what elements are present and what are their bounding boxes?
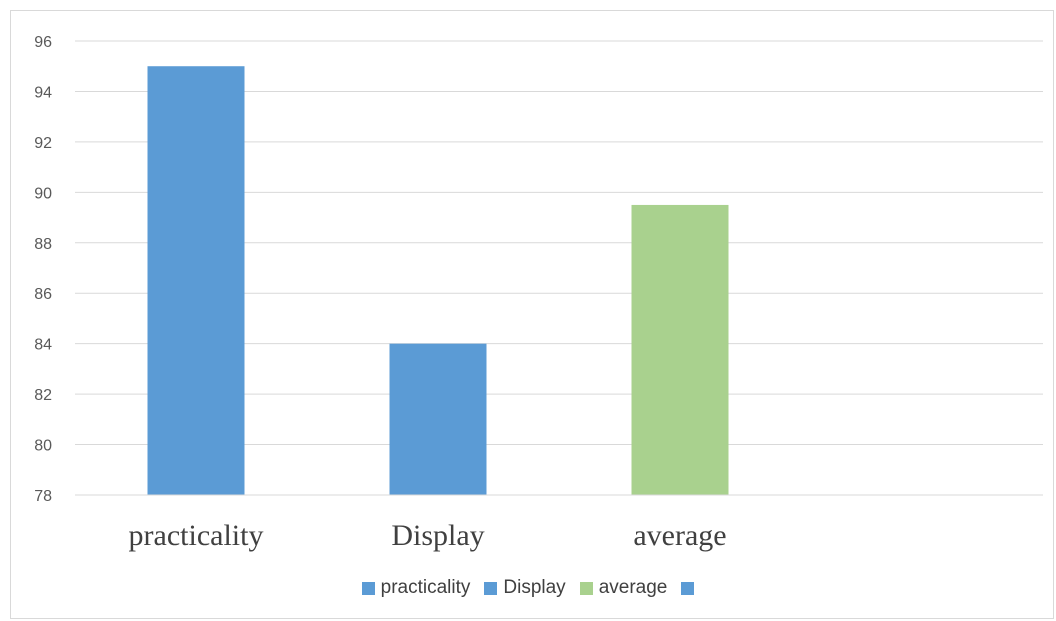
x-category-label: average [633,519,726,552]
y-tick-label: 80 [34,438,52,455]
x-category-label: practicality [129,519,264,552]
x-axis-category-labels: practicality Display average [129,519,727,552]
y-axis-tick-labels: 78 80 82 84 86 88 90 92 94 96 [34,34,52,505]
legend-swatch [484,581,498,595]
legend-item: practicality [361,577,471,599]
y-tick-label: 94 [34,84,52,101]
y-tick-label: 88 [34,236,52,253]
y-tick-label: 90 [34,185,52,202]
bar-practicality [147,66,245,495]
legend-label: Display [503,577,566,598]
bars [147,66,729,495]
legend-label: practicality [380,577,471,598]
legend-item: average [579,577,668,599]
y-tick-label: 86 [34,286,52,303]
legend-label: average [598,577,668,598]
y-tick-label: 92 [34,135,52,152]
y-tick-label: 82 [34,387,52,404]
legend-item: Display [484,577,566,599]
legend-swatch [681,581,695,595]
bar-average [631,204,729,495]
bar-display [389,343,487,495]
y-tick-label: 84 [34,337,52,354]
legend-swatch [579,581,593,595]
legend-swatch [361,581,375,595]
legend-item [681,581,695,595]
y-tick-label: 96 [34,34,52,51]
x-category-label: Display [391,519,484,552]
y-tick-label: 78 [34,488,52,505]
legend: practicality Display average [0,577,1056,599]
